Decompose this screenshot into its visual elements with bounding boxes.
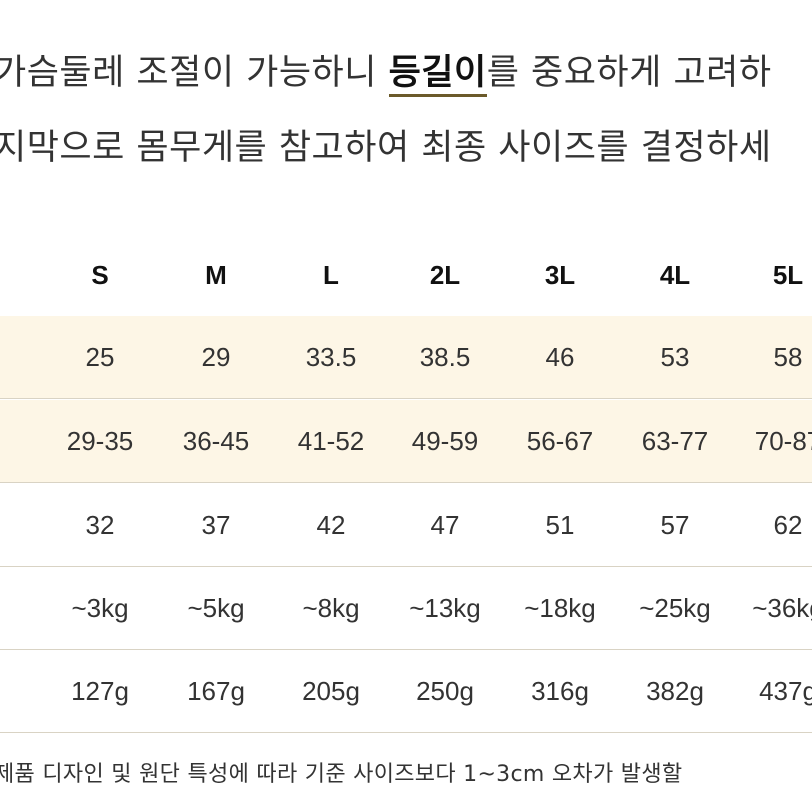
table-cell: 62 xyxy=(773,509,803,540)
table-cell: 33.5 xyxy=(305,341,357,372)
table-row: 29-35 36-45 41-52 49-59 56-67 63-77 70-8… xyxy=(0,400,812,483)
table-row: 25 29 33.5 38.5 46 53 58 xyxy=(0,316,812,399)
table-cell: 437g xyxy=(759,675,812,706)
table-cell: 51 xyxy=(545,509,575,540)
table-cell: 167g xyxy=(187,675,245,706)
table-cell: 32 xyxy=(85,509,115,540)
table-cell: 58 xyxy=(773,341,803,372)
table-cell: 205g xyxy=(302,675,360,706)
table-cell: ~3kg xyxy=(71,592,129,623)
size-header-cell: 5L xyxy=(772,259,804,290)
table-cell: 46 xyxy=(545,341,575,372)
size-header-cell: 4L xyxy=(659,259,691,290)
intro-text-after: 를 중요하게 고려하 xyxy=(486,53,772,93)
table-cell: ~36kg xyxy=(752,592,812,623)
table-cell: ~13kg xyxy=(409,592,481,623)
table-cell: 250g xyxy=(416,675,474,706)
intro-line-1: 가슴둘레 조절이 가능하니 등길이를 중요하게 고려하 xyxy=(0,48,772,98)
table-cell: 382g xyxy=(646,675,704,706)
intro-line-2: 지막으로 몸무게를 참고하여 최종 사이즈를 결정하세 xyxy=(0,128,772,168)
table-cell: 63-77 xyxy=(641,425,709,456)
size-header-cell: L xyxy=(323,259,339,290)
table-cell: 36-45 xyxy=(182,425,250,456)
table-cell: 38.5 xyxy=(419,341,471,372)
table-cell: 29-35 xyxy=(66,425,134,456)
table-cell: 53 xyxy=(660,341,690,372)
table-row: ~3kg ~5kg ~8kg ~13kg ~18kg ~25kg ~36kg xyxy=(0,567,812,650)
intro-text-before: 가슴둘레 조절이 가능하니 xyxy=(0,53,389,93)
table-cell: 70-87 xyxy=(754,425,812,456)
size-header-cell: 3L xyxy=(544,259,576,290)
table-cell: ~18kg xyxy=(524,592,596,623)
table-cell: 42 xyxy=(316,509,346,540)
table-cell: 37 xyxy=(201,509,231,540)
table-cell: 29 xyxy=(201,341,231,372)
table-cell: 316g xyxy=(531,675,589,706)
size-header-row: S M L 2L 3L 4L 5L xyxy=(0,234,812,316)
size-header-cell: S xyxy=(91,259,109,290)
table-cell: ~8kg xyxy=(302,592,360,623)
table-row: 32 37 42 47 51 57 62 xyxy=(0,484,812,567)
table-cell: 57 xyxy=(660,509,690,540)
size-header-cell: M xyxy=(205,259,227,290)
table-cell: ~25kg xyxy=(639,592,711,623)
table-cell: 127g xyxy=(71,675,129,706)
table-cell: 25 xyxy=(85,341,115,372)
table-cell: 41-52 xyxy=(297,425,365,456)
table-cell: 56-67 xyxy=(526,425,594,456)
footnote: 제품 디자인 및 원단 특성에 따라 기준 사이즈보다 1~3cm 오차가 발생… xyxy=(0,762,683,787)
table-row: 127g 167g 205g 250g 316g 382g 437g xyxy=(0,650,812,733)
size-header-cell: 2L xyxy=(429,259,461,290)
highlight-back-length: 등길이 xyxy=(388,53,487,97)
table-cell: ~5kg xyxy=(187,592,245,623)
table-cell: 47 xyxy=(430,509,460,540)
table-cell: 49-59 xyxy=(411,425,479,456)
